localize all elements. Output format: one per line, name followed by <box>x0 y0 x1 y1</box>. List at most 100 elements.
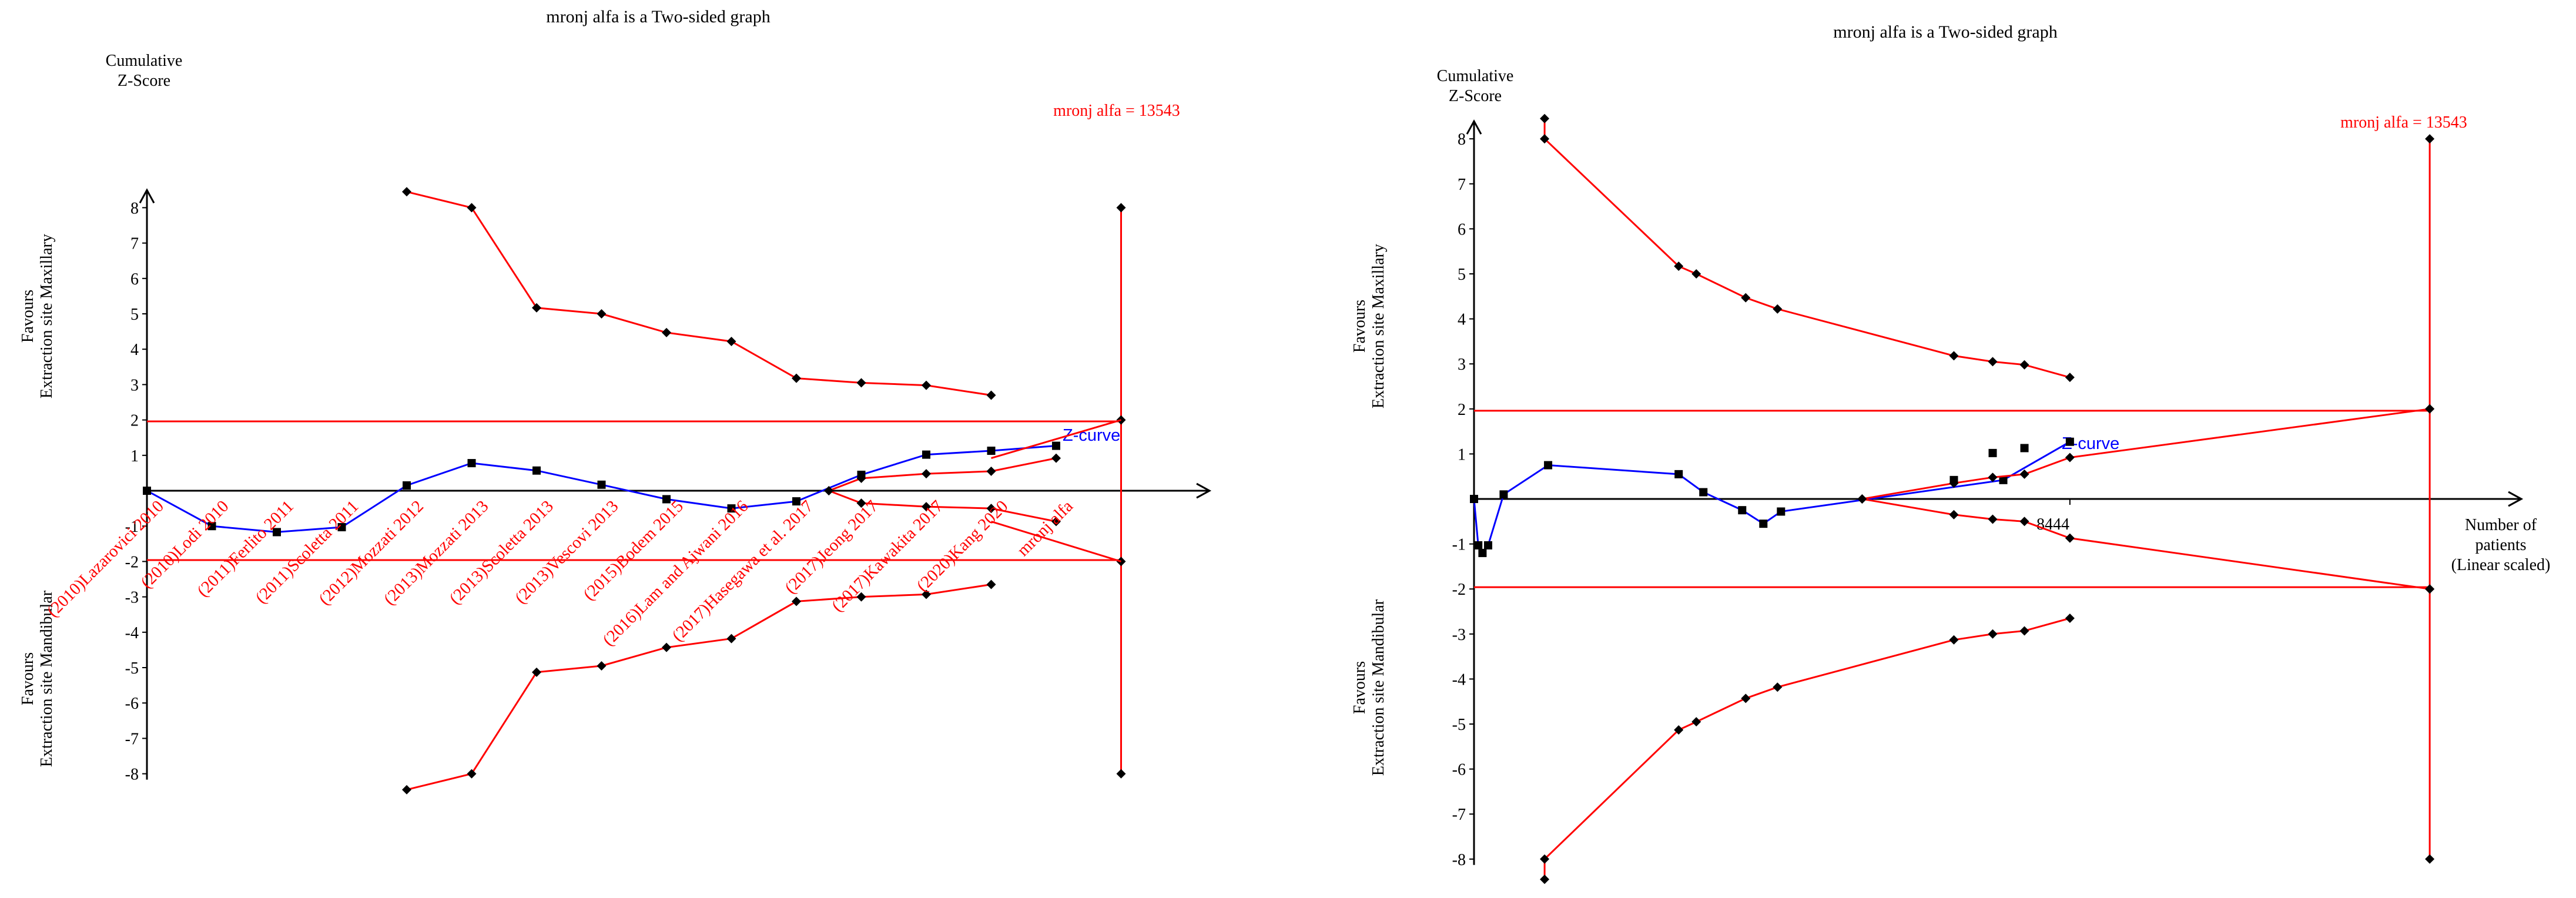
left-favours-top-line2: Extraction site Maxillary <box>38 234 56 398</box>
left-y-tick-label: 2 <box>130 412 139 430</box>
right-ylabel-line1: Cumulative <box>1437 67 1514 85</box>
left-upper-point <box>726 336 736 346</box>
right-ylabel-line2: Z-Score <box>1449 87 1502 105</box>
right-lower-point <box>2065 613 2075 623</box>
left-zcurve-point <box>727 504 736 513</box>
left-favours-bottom-line1: Favours <box>19 652 37 705</box>
right-ris-marker <box>2425 854 2435 864</box>
right-plot-area: -8 -7 -6 -5 -4 -3 -2 -1 1 2 3 4 5 6 7 8 <box>1452 113 2524 884</box>
left-lower-line <box>406 584 991 791</box>
right-zcurve-point <box>1777 507 1786 516</box>
right-zcurve-point <box>1674 470 1683 478</box>
left-ylabel-line1: Cumulative <box>106 52 183 70</box>
right-y-tick-label: -1 <box>1452 536 1466 554</box>
right-lower-point <box>1691 717 1701 727</box>
right-upper-point <box>1773 304 1783 314</box>
left-zcurve-point <box>597 480 606 489</box>
left-lower-point <box>922 589 931 599</box>
left-upper-point <box>597 309 607 319</box>
right-upper-point <box>2019 360 2029 370</box>
left-title: mronj alfa is a Two-sided graph <box>546 7 770 26</box>
left-zcurve-point <box>273 528 281 537</box>
right-y-tick-label: -5 <box>1452 716 1466 734</box>
right-zcurve-point <box>1738 506 1747 515</box>
left-zcurve-point <box>662 495 671 504</box>
right-upper-point <box>2065 373 2075 383</box>
right-y-tick-label: -8 <box>1452 851 1466 869</box>
right-zcurve-point <box>2020 444 2029 453</box>
left-lower-point <box>467 769 477 779</box>
left-futility_tail-line <box>991 520 1121 562</box>
right-upper-point <box>1988 357 1998 367</box>
right-favours-top-line2: Extraction site Maxillary <box>1369 244 1388 408</box>
right-futility_upper-point <box>2065 453 2075 463</box>
left-upper-point <box>986 390 996 400</box>
left-zcurve-point <box>1052 441 1060 450</box>
right-lower-point <box>2019 626 2029 636</box>
left-futility_upper-point <box>856 473 866 483</box>
left-futility_lower-point <box>986 504 996 514</box>
right-futility_upper-point <box>2019 469 2029 479</box>
right-zcurve-point <box>1484 541 1493 549</box>
right-x-tick-label: 8444 <box>2036 515 2069 534</box>
right-lower-point <box>1773 682 1783 692</box>
left-zcurve-point <box>143 487 151 495</box>
left-y-axis-arrow <box>139 188 155 204</box>
left-lower-point <box>792 597 801 607</box>
right-y-tick-label: -4 <box>1452 671 1466 689</box>
left-zcurve-point <box>403 481 411 490</box>
left-y-tick-label: 1 <box>130 447 139 465</box>
right-xlabel-line1: Number of <box>2465 516 2537 534</box>
right-futility_lower-point <box>2019 517 2029 527</box>
right-futility_lower-point <box>1988 514 1998 524</box>
left-zcurve-point <box>792 497 800 506</box>
left-lower-point <box>856 592 866 602</box>
left-plot-area: -8 -7 -6 -5 -4 -3 -2 -1 1 2 3 4 5 6 7 8 (2010)Lazarovici… <box>43 187 1212 795</box>
right-favours-bottom-line2: Extraction site Mandibular <box>1369 599 1388 776</box>
right-futility_upper-line <box>1862 408 2430 500</box>
left-y-tick-label: -3 <box>125 589 139 607</box>
right-y-tick-label: 3 <box>1458 356 1466 374</box>
right-zcurve-point <box>1499 490 1508 499</box>
right-upper-point <box>1741 293 1751 303</box>
left-ris-marker <box>1116 769 1126 779</box>
right-favours-bottom-line1: Favours <box>1351 661 1369 714</box>
left-upper-point <box>856 378 866 388</box>
right-lower-point <box>1741 693 1751 703</box>
left-favours-top-line1: Favours <box>19 290 37 343</box>
right-futility_upper-point <box>1988 473 1998 482</box>
right-zcurve-point <box>1759 520 1768 528</box>
left-zcurve-point <box>922 450 930 459</box>
right-y-tick-label: -7 <box>1452 806 1466 824</box>
left-zcurve-point <box>207 522 216 531</box>
right-futility_upper-point <box>2425 404 2435 414</box>
right-futility_lower-point <box>1857 494 1867 504</box>
right-y-tick-label: 8 <box>1458 130 1466 149</box>
left-futility_upper-point <box>986 466 996 476</box>
left-futility_lower-point <box>1051 517 1061 527</box>
left-y-tick-label: 3 <box>130 376 139 394</box>
right-zcurve-point <box>1999 475 2008 484</box>
right-y-tick-label: 1 <box>1458 445 1466 464</box>
right-upper-point <box>1691 269 1701 279</box>
left-futility_lower-point <box>922 502 931 512</box>
right-y-tick-label: -3 <box>1452 626 1466 644</box>
right-y-tick-label: 6 <box>1458 220 1466 239</box>
right-lower-point <box>1540 874 1550 884</box>
right-upper-point <box>1674 261 1684 271</box>
left-lower-point <box>726 634 736 644</box>
right-futility_lower-line <box>1862 498 2430 590</box>
left-lower-point <box>532 667 541 677</box>
right-zcurve-point <box>1470 495 1478 503</box>
right-y-tick-label: 2 <box>1458 401 1466 419</box>
right-xlabel-line3: (Linear scaled) <box>2451 556 2551 574</box>
right-upper-point <box>1540 134 1550 144</box>
left-y-tick-label: -2 <box>125 553 139 571</box>
left-lower-point <box>597 661 607 671</box>
right-lower-point <box>1674 725 1684 735</box>
left-upper-point <box>402 187 411 197</box>
left-x-category-label: (2010)Lazarovici 2010 <box>43 497 168 621</box>
right-zcurve-point <box>1478 548 1487 557</box>
right-futility_lower-point <box>2425 584 2435 594</box>
